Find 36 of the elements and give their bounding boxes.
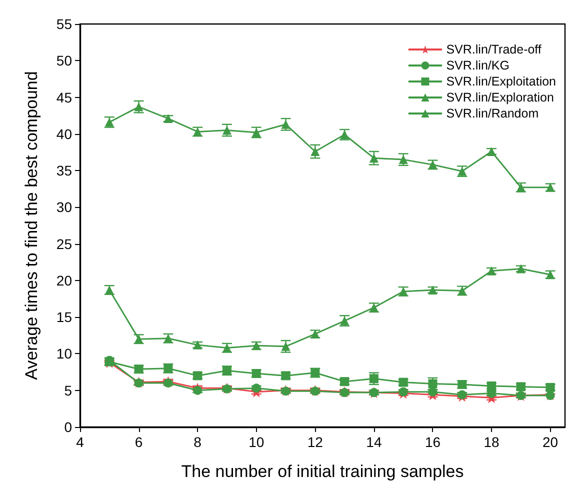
legend-label: SVR.lin/Trade-off [446, 42, 542, 56]
y-tick-label: 50 [56, 52, 72, 69]
y-tick-label: 40 [56, 126, 72, 142]
x-axis-title: The number of initial training samples [181, 462, 464, 481]
y-tick-label: 20 [56, 272, 72, 288]
x-tick-label: 8 [194, 434, 202, 450]
x-tick-label: 12 [307, 434, 324, 450]
point [398, 387, 408, 396]
point [252, 384, 261, 393]
legend-label: SVR.lin/Exploitation [446, 74, 556, 88]
y-axis-title: Average times to find the best compound [22, 71, 41, 380]
y-tick-label: 55 [56, 16, 72, 32]
y-tick-label: 10 [56, 346, 72, 362]
x-tick-label: 14 [366, 434, 382, 450]
y-tick-label: 30 [56, 199, 72, 216]
y-tick-label: 45 [56, 89, 72, 106]
x-tick-label: 18 [484, 434, 500, 450]
y-tick-label: 15 [56, 309, 72, 326]
point [193, 386, 202, 395]
point [369, 154, 378, 163]
point [428, 387, 438, 396]
y-tick-label: 5 [64, 382, 72, 398]
y-tick-label: 0 [64, 419, 72, 435]
x-tick-label: 20 [542, 434, 558, 450]
point [458, 390, 467, 400]
y-tick-label: 25 [56, 236, 72, 252]
legend-label: SVR.lin/KG [446, 58, 510, 72]
y-tick-label: 35 [56, 162, 72, 179]
point [164, 378, 173, 388]
legend-label: SVR.lin/Exploration [446, 90, 554, 104]
x-tick-label: 6 [134, 434, 143, 450]
x-tick-label: 4 [76, 434, 84, 450]
point [310, 146, 320, 156]
x-tick-label: 10 [248, 434, 264, 450]
x-tick-label: 16 [424, 434, 441, 450]
legend-label: SVR.lin/Random [446, 106, 539, 120]
